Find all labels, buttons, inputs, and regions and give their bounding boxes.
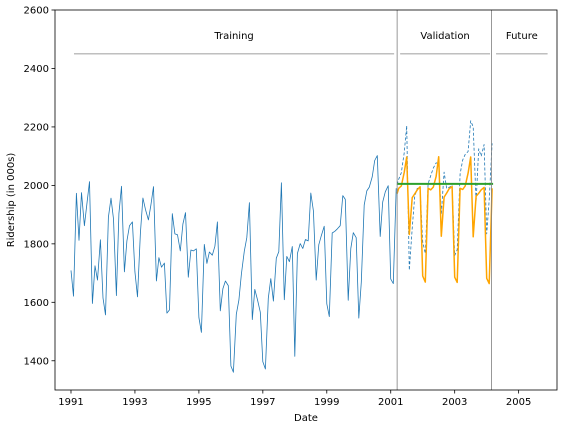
- y-tick-label: 1400: [24, 356, 49, 367]
- x-tick-label: 1993: [122, 397, 147, 408]
- x-axis: 1991 1993 1995 1997 1999 2001 2003 2005: [58, 390, 531, 408]
- x-tick-label: 2001: [378, 397, 403, 408]
- region-layer: Training Validation Future: [73, 31, 548, 55]
- y-tick-label: 2000: [24, 181, 49, 192]
- y-axis: 1400 1600 1800 2000 2200 2400 2600: [24, 6, 55, 367]
- series-layer: [70, 120, 494, 373]
- x-tick-label: 2005: [506, 397, 531, 408]
- actual-training-line: [70, 155, 397, 373]
- y-tick-label: 1600: [24, 298, 49, 309]
- plot-area-frame: [54, 9, 558, 391]
- y-axis-title: Ridership (in 000s): [6, 153, 17, 248]
- divider-layer: [396, 10, 492, 390]
- actual-validation-line: [396, 120, 493, 271]
- x-tick-label: 1999: [314, 397, 339, 408]
- region-label-validation: Validation: [420, 31, 469, 42]
- y-tick-label: 2400: [24, 64, 49, 75]
- region-label-future: Future: [506, 31, 538, 42]
- region-label-training: Training: [213, 31, 253, 42]
- x-tick-label: 1991: [58, 397, 83, 408]
- y-tick-label: 2200: [24, 122, 49, 133]
- y-tick-label: 2600: [24, 6, 49, 17]
- x-tick-label: 2003: [442, 397, 467, 408]
- x-axis-title: Date: [294, 413, 318, 424]
- y-tick-label: 1800: [24, 239, 49, 250]
- forecast-line: [396, 155, 493, 285]
- x-tick-label: 1995: [186, 397, 211, 408]
- x-tick-label: 1997: [250, 397, 275, 408]
